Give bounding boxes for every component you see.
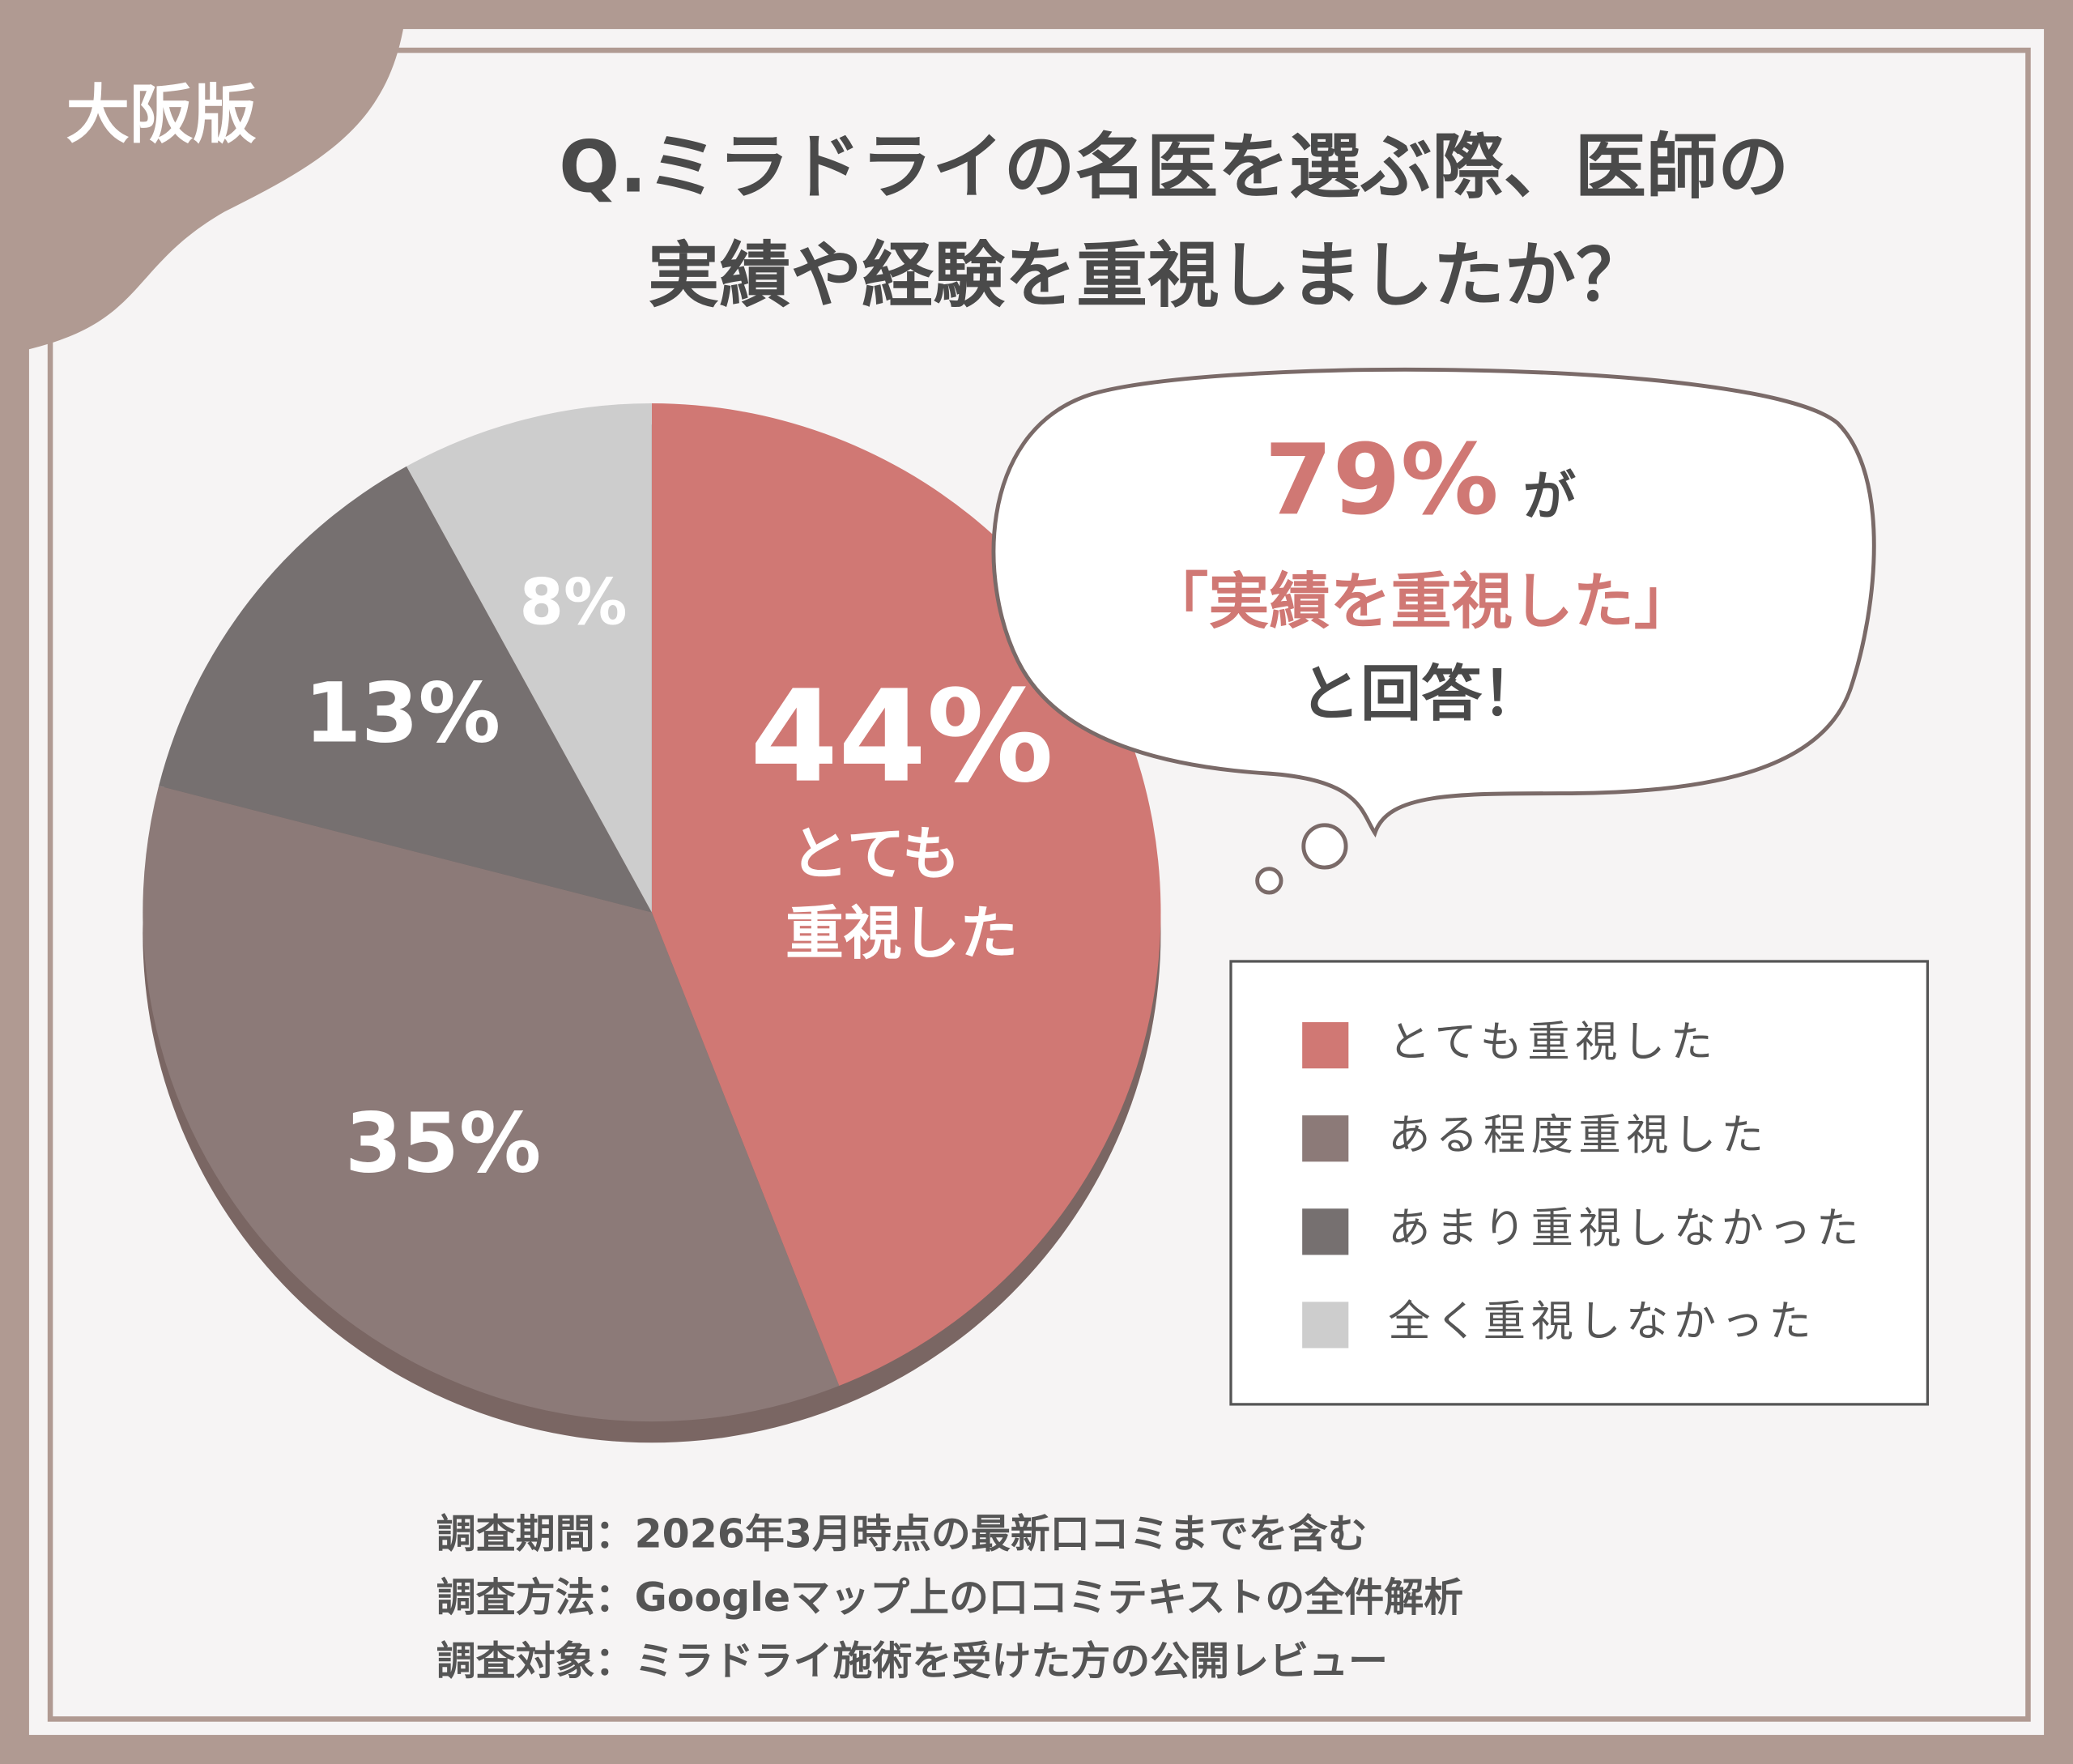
slice-annotation: 重視した — [785, 899, 1018, 967]
legend-swatch — [1302, 1208, 1349, 1255]
footnote: 調査対象：ミラドライ施術を受けた方の公開レビュー — [436, 1638, 1388, 1684]
legend-label: ある程度重視した — [1388, 1111, 1769, 1160]
legend-swatch — [1302, 1022, 1349, 1069]
legend-label: あまり重視しなかった — [1388, 1204, 1864, 1253]
legend-swatch — [1302, 1302, 1349, 1349]
footnote: 調査期間：2026年3月時点の最新口コミまでを含む — [436, 1511, 1368, 1557]
panel-frame — [47, 47, 2031, 1722]
slice-label: 35% — [345, 1096, 541, 1191]
slice-label: 8% — [519, 566, 627, 640]
badge: 大阪版 — [66, 78, 257, 151]
callout-quote: 「実績を重視した」 — [1147, 565, 1695, 637]
pie-slice — [159, 466, 652, 913]
callout-end: と回答！ — [1300, 658, 1543, 730]
badge-shape — [0, 0, 407, 357]
slice-label: 44% — [750, 663, 1054, 811]
speech-bubble — [991, 367, 1876, 838]
callout-suffix: が — [1523, 466, 1576, 527]
slice-label: 13% — [304, 666, 500, 761]
legend-label: 全く重視しなかった — [1388, 1297, 1816, 1346]
callout-percent: 79% — [1265, 424, 1499, 537]
legend-label: とても重視した — [1388, 1018, 1718, 1067]
pie-slice — [143, 786, 840, 1422]
footnote: 調査方法：Googleマップ上の口コミテキストの全件解析 — [436, 1574, 1463, 1621]
slice-annotation: とても — [790, 820, 960, 888]
bubble-dot — [1301, 823, 1348, 870]
pie-slice — [407, 403, 652, 913]
title: Q.ミラドライの名医を選ぶ際、医師の — [559, 126, 1789, 209]
bubble-dot — [1255, 867, 1283, 895]
title: 実績や経験を重視しましたか？ — [648, 234, 1647, 317]
legend-swatch — [1302, 1115, 1349, 1162]
